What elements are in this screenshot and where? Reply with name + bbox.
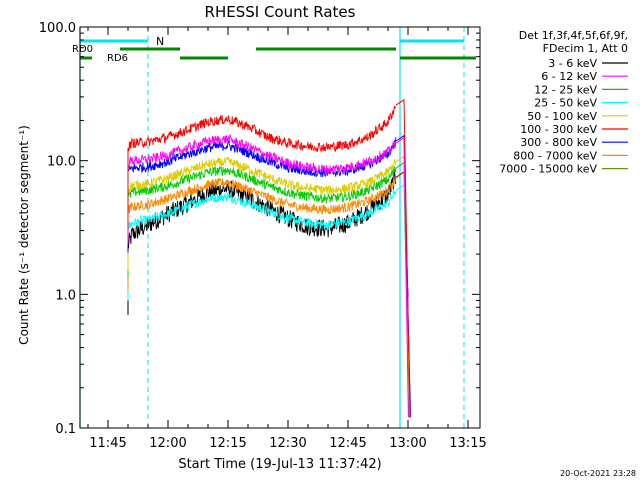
x-tick-label-5: 13:00 — [389, 436, 426, 451]
y-tick-label-1: 1.0 — [55, 288, 76, 303]
chart-title: RHESSI Count Rates — [205, 3, 356, 21]
legend-label-5: 100 - 300 keV — [520, 123, 597, 136]
legend-label-0: 3 - 6 keV — [548, 57, 597, 70]
instrument-state-bars: N RD0 RD6 — [72, 27, 476, 428]
series-line-6-12-kev — [127, 133, 397, 175]
cyan-bar-label-0: N — [156, 35, 164, 48]
series-drop-1 — [395, 136, 409, 418]
x-tick-label-1: 12:00 — [149, 436, 186, 451]
plot-frame — [79, 26, 481, 429]
y-tick-label-2: 10.0 — [47, 155, 76, 170]
legend-label-4: 50 - 100 keV — [527, 110, 597, 123]
series-line-800-7000-kev — [127, 177, 397, 215]
legend-label-3: 25 - 50 keV — [534, 97, 597, 110]
series-line-25-50-kev — [127, 188, 397, 231]
series-line-50-100-kev — [127, 156, 397, 195]
legend: Det 1f,3f,4f,5f,6f,9f, FDecim 1, Att 0 3… — [499, 29, 628, 176]
series-line-100-300-kev — [127, 105, 397, 153]
count-rate-series — [127, 98, 412, 418]
plot-axes: 0.1 1.0 10.0 100.0 11:45 12:00 12:15 12:30 12:45… — [39, 21, 487, 451]
legend-label-7: 800 - 7000 keV — [513, 149, 597, 162]
legend-header-line-2: FDecim 1, Att 0 — [543, 42, 628, 55]
generation-timestamp: 20-Oct-2021 23:28 — [560, 469, 636, 478]
x-axis-label: Start Time (19-Jul-13 11:37:42) — [178, 457, 381, 472]
y-axis-label: Count Rate (s⁻¹ detector segment⁻¹) — [17, 125, 31, 345]
y-tick-label-0: 0.1 — [55, 422, 76, 437]
x-tick-label-3: 12:30 — [269, 436, 306, 451]
series-line-12-25-kev — [127, 166, 397, 204]
green-bar-label-0: RD0 — [72, 44, 93, 55]
legend-header-line-1: Det 1f,3f,4f,5f,6f,9f, — [519, 29, 628, 42]
x-tick-label-4: 12:45 — [329, 436, 366, 451]
x-tick-label-0: 11:45 — [89, 436, 126, 451]
y-tick-label-3: 100.0 — [39, 21, 76, 36]
series-drop-5 — [395, 98, 411, 418]
legend-label-8: 7000 - 15000 keV — [499, 163, 597, 176]
legend-label-1: 6 - 12 keV — [541, 70, 597, 83]
x-tick-label-6: 13:15 — [449, 436, 486, 451]
legend-label-2: 12 - 25 keV — [534, 83, 597, 96]
legend-label-6: 300 - 800 keV — [520, 136, 597, 149]
green-bar-label-2: RD6 — [107, 53, 128, 64]
x-tick-label-2: 12:15 — [209, 436, 246, 451]
